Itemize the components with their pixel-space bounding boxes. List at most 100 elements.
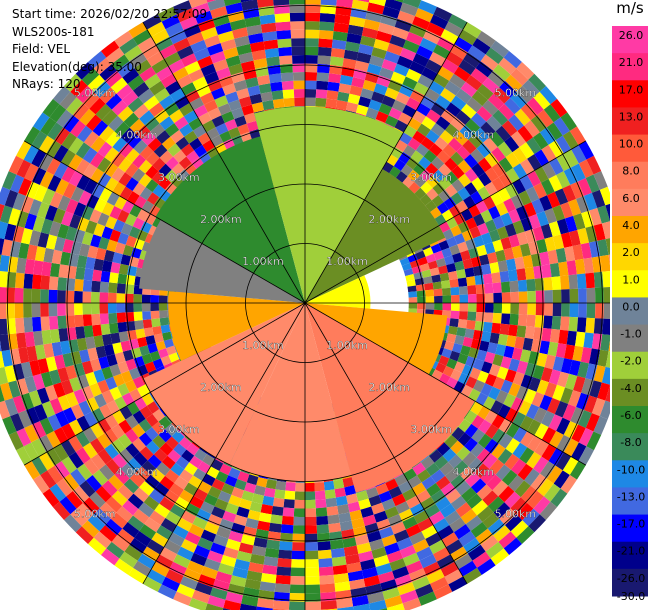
noise-gate — [519, 243, 531, 257]
noise-gate — [89, 438, 105, 454]
noise-gate — [416, 45, 433, 60]
noise-gate — [106, 541, 125, 559]
noise-gate — [168, 59, 185, 74]
noise-gate — [597, 382, 610, 401]
noise-gate — [318, 38, 333, 48]
noise-gate — [424, 282, 434, 291]
noise-gate — [42, 488, 60, 508]
noise-gate — [85, 220, 98, 235]
noise-gate — [398, 151, 411, 165]
noise-gate — [489, 459, 505, 475]
noise-gate — [499, 508, 517, 526]
noise-gate — [317, 46, 332, 57]
noise-gate — [449, 517, 466, 533]
noise-gate — [586, 431, 602, 451]
noise-gate — [180, 16, 198, 31]
noise-gate — [186, 442, 200, 456]
noise-gate — [317, 549, 332, 560]
noise-gate — [0, 334, 10, 352]
noise-gate — [237, 471, 250, 483]
noise-gate — [608, 254, 610, 266]
noise-gate — [118, 419, 132, 434]
noise-gate — [165, 156, 179, 170]
noise-gate — [563, 438, 579, 457]
noise-gate — [495, 201, 509, 216]
noise-gate — [232, 27, 249, 39]
noise-gate — [249, 501, 263, 513]
noise-gate — [394, 473, 408, 487]
noise-gate — [395, 501, 410, 515]
noise-gate — [60, 439, 76, 457]
noise-gate — [450, 116, 466, 132]
noise-gate — [439, 130, 454, 144]
noise-gate — [155, 36, 174, 52]
noise-gate — [450, 294, 460, 303]
noise-gate — [93, 57, 112, 75]
noise-gate — [228, 99, 242, 112]
noise-gate — [142, 311, 152, 321]
noise-gate — [65, 290, 75, 303]
noise-gate — [236, 88, 250, 100]
noise-gate — [516, 231, 529, 246]
colorbar-tick-label: 4.0 — [622, 219, 640, 232]
noise-gate — [184, 163, 197, 176]
noise-gate — [519, 447, 535, 464]
noise-gate — [108, 312, 118, 324]
noise-gate — [62, 352, 74, 368]
ring-label: 3.00km — [158, 423, 200, 436]
noise-gate — [508, 234, 520, 248]
noise-gate — [99, 313, 110, 325]
noise-gate — [29, 230, 41, 247]
noise-gate — [165, 510, 182, 526]
noise-gate — [449, 350, 461, 362]
noise-gate — [316, 80, 329, 91]
noise-gate — [456, 446, 471, 461]
noise-gate — [411, 265, 422, 274]
noise-gate — [503, 198, 517, 213]
noise-gate — [75, 326, 86, 340]
noise-gate — [61, 423, 76, 440]
noise-gate — [484, 312, 494, 323]
noise-gate — [527, 435, 542, 452]
noise-gate — [409, 89, 425, 103]
colorbar-swatch — [612, 134, 648, 163]
noise-gate — [54, 461, 71, 479]
noise-gate — [191, 157, 205, 170]
noise-gate — [113, 219, 125, 233]
noise-gate — [154, 503, 170, 519]
noise-gate — [418, 0, 437, 15]
noise-gate — [1, 349, 13, 367]
noise-gate — [503, 50, 522, 69]
noise-gate — [520, 431, 535, 448]
noise-gate — [92, 469, 109, 486]
noise-gate — [464, 328, 475, 339]
noise-gate — [346, 562, 362, 574]
noise-gate — [399, 589, 419, 604]
azimuth-spoke — [304, 140, 587, 304]
noise-gate — [57, 195, 71, 212]
noise-gate — [471, 177, 485, 192]
noise-gate — [142, 44, 160, 60]
colorbar-tick-label: 1.0 — [622, 273, 640, 286]
noise-gate — [541, 443, 557, 462]
noise-gate — [585, 174, 600, 193]
noise-gate — [282, 89, 295, 99]
noise-gate — [63, 473, 80, 492]
noise-gate — [500, 212, 513, 227]
noise-gate — [405, 68, 422, 83]
noise-gate — [97, 141, 113, 158]
noise-gate — [519, 349, 531, 363]
noise-gate — [262, 564, 278, 575]
noise-gate — [409, 60, 426, 75]
noise-gate — [93, 223, 106, 237]
noise-gate — [31, 274, 42, 290]
noise-gate — [476, 484, 493, 500]
noise-gate — [133, 451, 148, 467]
noise-gate — [60, 251, 71, 266]
noise-gate — [79, 480, 96, 498]
noise-gate — [471, 499, 488, 516]
noise-gate — [219, 75, 234, 88]
noise-gate — [490, 40, 510, 58]
noise-gate — [464, 437, 478, 452]
noise-gate — [421, 269, 432, 278]
